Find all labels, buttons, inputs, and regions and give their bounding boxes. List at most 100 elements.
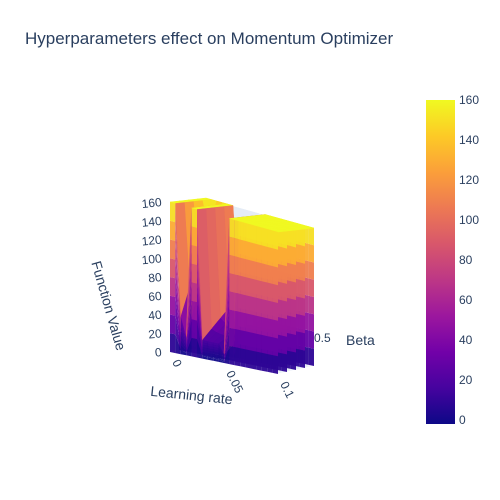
- surface-patch: [197, 265, 203, 350]
- surface-patch: [251, 350, 257, 370]
- surface-patch: [180, 321, 187, 342]
- surface-patch: [229, 218, 235, 239]
- surface-patch: [207, 355, 214, 359]
- colorbar-tick-label: 0: [459, 413, 466, 427]
- z-tick-label: 160: [141, 195, 163, 211]
- surface-patch: [290, 246, 296, 265]
- surface-patch: [240, 293, 246, 314]
- x-axis-label: Learning rate: [150, 383, 234, 408]
- surface-patch: [218, 355, 224, 361]
- surface-patch: [180, 316, 187, 340]
- surface-patch: [234, 256, 241, 276]
- surface-patch: [245, 223, 251, 243]
- surface-patch: [281, 247, 287, 267]
- surface-patch: [218, 343, 224, 356]
- surface-patch: [256, 351, 262, 371]
- surface-patch: [224, 236, 230, 357]
- surface-patch: [207, 345, 214, 350]
- surface-patch: [229, 309, 235, 329]
- surface-patch: [290, 298, 296, 318]
- surface-patch: [240, 330, 246, 350]
- surface-patch: [186, 226, 192, 342]
- surface-patch: [180, 335, 187, 349]
- surface-patch: [299, 244, 305, 264]
- surface-patch: [170, 258, 176, 279]
- z-tick-label: 80: [148, 270, 163, 285]
- surface-patch: [170, 295, 176, 316]
- surface-patch: [299, 262, 305, 282]
- surface-patch: [191, 337, 197, 358]
- surface-patch: [267, 246, 273, 267]
- surface-patch: [299, 297, 305, 316]
- surface-patch: [245, 313, 251, 333]
- surface-patch: [234, 292, 241, 312]
- surface-patch: [213, 342, 219, 346]
- surface-patch: [240, 275, 246, 296]
- surface-patch: [256, 261, 262, 282]
- surface-patch: [207, 348, 214, 352]
- surface-patch: [281, 264, 287, 284]
- surface-patch: [224, 345, 230, 365]
- surface-patch: [290, 316, 296, 335]
- colorbar-tick-label: 100: [459, 213, 479, 227]
- surface-patch: [202, 344, 208, 349]
- z-tick-label: 60: [148, 289, 163, 304]
- z-tick-label: 140: [141, 214, 163, 230]
- surface-patch: [229, 254, 235, 275]
- surface-patch: [175, 297, 181, 345]
- z-tick-label: 100: [141, 251, 163, 267]
- colorbar: 0 20 40 60 80 100 120 140 160: [426, 93, 479, 427]
- surface-patch: [290, 333, 296, 353]
- surface-patch: [207, 357, 214, 361]
- colorbar-gradient: [426, 100, 455, 424]
- surface-patch: [234, 220, 241, 240]
- surface-patch: [180, 326, 187, 344]
- z-tick-label: 20: [148, 326, 163, 341]
- surface-patch: [197, 302, 203, 354]
- surface-patch: [180, 344, 187, 353]
- surface-patch: [272, 355, 278, 374]
- surface-patch: [240, 221, 246, 242]
- surface-patch: [267, 229, 273, 249]
- surface-patch: [207, 352, 214, 357]
- surface-patch: [290, 351, 296, 370]
- surface-patch: [281, 335, 287, 355]
- surface-patch: [272, 319, 278, 339]
- surface-patch: [272, 266, 278, 286]
- surface-patch: [267, 353, 273, 373]
- surface-patch: [191, 226, 197, 247]
- surface-patch: [207, 343, 214, 348]
- surface-patch: [308, 347, 314, 366]
- surface-patch: [191, 263, 197, 284]
- surface-patch: [170, 239, 176, 260]
- surface-patch: [218, 357, 224, 362]
- surface-patch: [290, 263, 296, 283]
- surface-patch: [267, 300, 273, 320]
- surface-patch: [272, 248, 278, 268]
- surface-patch: [213, 347, 219, 351]
- surface-patch: [256, 297, 262, 317]
- surface-patch: [191, 300, 197, 321]
- surface-patch: [251, 278, 257, 298]
- surface-patch: [256, 315, 262, 335]
- surface-patch: [290, 228, 296, 248]
- surface-patch: [180, 349, 187, 356]
- surface-patch: [261, 334, 268, 354]
- surface-patch: [308, 313, 314, 332]
- surface-patch: [308, 295, 314, 315]
- surface-patch: [281, 282, 287, 302]
- surface-patch: [224, 327, 230, 362]
- surface-patch: [191, 319, 197, 339]
- surface-patch: [175, 203, 181, 322]
- surface-patch: [202, 340, 208, 344]
- surface-patch: [207, 350, 214, 354]
- surface-patch: [251, 314, 257, 334]
- surface-patch: [299, 349, 305, 368]
- surface-patch: [261, 281, 268, 301]
- surface-patch: [299, 227, 305, 247]
- surface-patch: [251, 296, 257, 316]
- colorbar-tick-label: 80: [459, 253, 473, 267]
- surface-patch: [245, 349, 251, 369]
